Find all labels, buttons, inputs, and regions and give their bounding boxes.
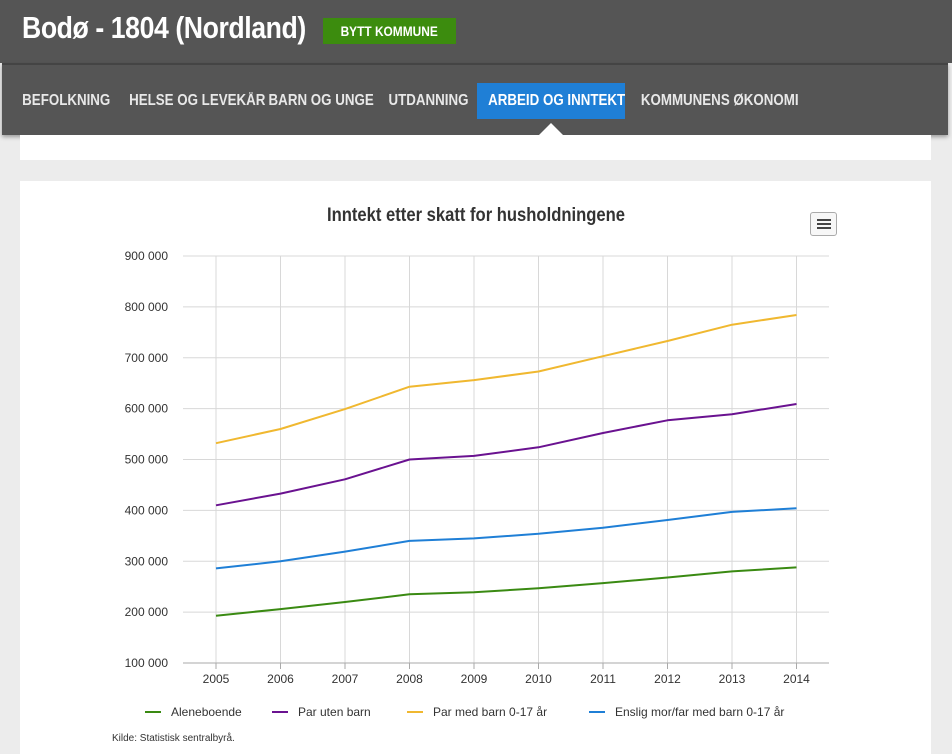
series-line bbox=[215, 403, 797, 507]
legend-item[interactable]: Enslig mor/far med barn 0-17 år bbox=[589, 705, 784, 719]
x-tick-label: 2006 bbox=[267, 672, 294, 686]
source-credit: Kilde: Statistisk sentralbyrå. bbox=[112, 733, 235, 744]
x-tick-label: 2009 bbox=[461, 672, 488, 686]
legend-label: Aleneboende bbox=[171, 705, 242, 719]
x-tick-label: 2012 bbox=[654, 672, 681, 686]
legend-item[interactable]: Par med barn 0-17 år bbox=[407, 705, 547, 719]
y-tick-label: 400 000 bbox=[125, 503, 169, 517]
tab-helse-og-levekar[interactable]: HELSE OG LEVEKÅR bbox=[129, 92, 266, 109]
tab-utdanning[interactable]: UTDANNING bbox=[388, 92, 469, 109]
y-tick-label: 100 000 bbox=[125, 656, 169, 670]
legend-label: Par med barn 0-17 år bbox=[433, 705, 547, 719]
hamburger-menu-icon bbox=[817, 219, 831, 221]
page-title: Bodø - 1804 (Nordland) bbox=[22, 10, 306, 45]
x-tick-label: 2013 bbox=[719, 672, 746, 686]
x-tick-label: 2007 bbox=[332, 672, 359, 686]
chart-legend[interactable]: Aleneboende Par uten barn Par med barn 0-1… bbox=[145, 705, 784, 719]
y-tick-label: 800 000 bbox=[125, 300, 169, 314]
y-tick-label: 300 000 bbox=[125, 554, 169, 568]
y-tick-label: 900 000 bbox=[125, 249, 169, 263]
x-tick-label: 2010 bbox=[525, 672, 552, 686]
y-tick-label: 500 000 bbox=[125, 453, 169, 467]
legend-item[interactable]: Par uten barn bbox=[272, 705, 371, 719]
series-line bbox=[215, 566, 797, 617]
change-municipality-button[interactable]: BYTT KOMMUNE bbox=[323, 18, 456, 44]
main-nav: BEFOLKNING HELSE OG LEVEKÅR BARN OG UNGE… bbox=[2, 63, 948, 135]
y-tick-label: 700 000 bbox=[125, 351, 169, 365]
chart-grid bbox=[183, 255, 829, 664]
content-panel-top bbox=[20, 135, 931, 160]
tab-kommunens-okonomi[interactable]: KOMMUNENS ØKONOMI bbox=[640, 92, 799, 109]
chart-axes: 100 000 200 000 300 000 400 000 500 000 600 0… bbox=[125, 249, 829, 686]
chart-series bbox=[215, 314, 797, 617]
tab-befolkning[interactable]: BEFOLKNING bbox=[21, 92, 111, 109]
x-tick-label: 2014 bbox=[783, 672, 810, 686]
y-tick-label: 600 000 bbox=[125, 402, 169, 416]
legend-item[interactable]: Aleneboende bbox=[145, 705, 242, 719]
app-header: Bodø - 1804 (Nordland) BYTT KOMMUNE bbox=[0, 0, 952, 63]
y-tick-label: 200 000 bbox=[125, 605, 169, 619]
series-line bbox=[215, 507, 797, 570]
chart-panel bbox=[20, 181, 931, 754]
legend-label: Enslig mor/far med barn 0-17 år bbox=[615, 705, 784, 719]
tab-barn-og-unge[interactable]: BARN OG UNGE bbox=[268, 92, 374, 109]
legend-label: Par uten barn bbox=[298, 705, 371, 719]
x-tick-label: 2005 bbox=[203, 672, 230, 686]
tab-arbeid-og-inntekt[interactable]: ARBEID OG INNTEKT bbox=[477, 83, 625, 135]
chart-title: Inntekt etter skatt for husholdningene bbox=[327, 205, 625, 226]
x-tick-label: 2011 bbox=[590, 672, 616, 686]
series-line bbox=[215, 314, 797, 445]
chart-menu-button[interactable] bbox=[810, 212, 837, 236]
x-tick-label: 2008 bbox=[396, 672, 423, 686]
